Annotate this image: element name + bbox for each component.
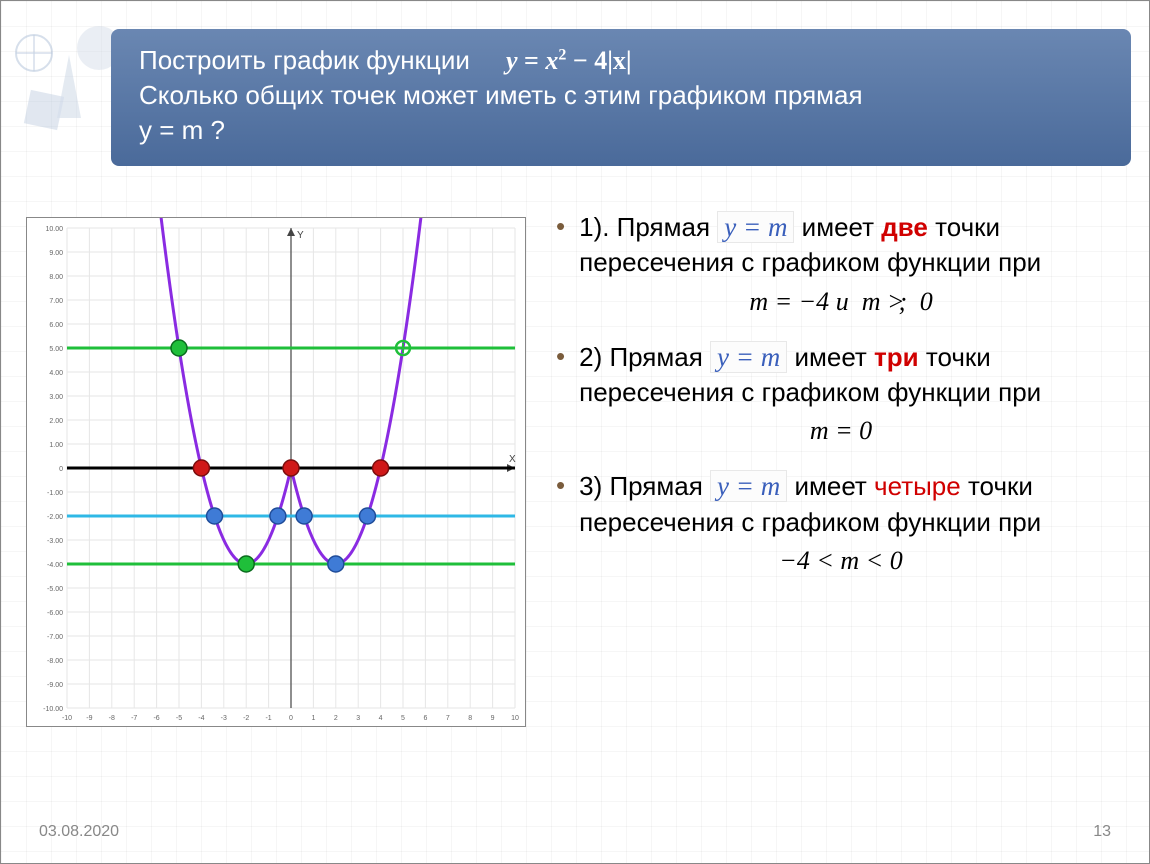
svg-text:-7.00: -7.00 [47, 634, 63, 641]
svg-text:-7: -7 [131, 715, 137, 722]
footer-date: 03.08.2020 [39, 823, 119, 841]
svg-text:-4.00: -4.00 [47, 562, 63, 569]
svg-text:-2.00: -2.00 [47, 514, 63, 521]
bullet-item: • 3) Прямая y = m имеет четыре точки пере… [556, 468, 1126, 540]
svg-text:-5: -5 [176, 715, 182, 722]
svg-text:-9.00: -9.00 [47, 682, 63, 689]
formula-block: m = 0 [556, 416, 1126, 446]
svg-text:0: 0 [289, 715, 293, 722]
svg-text:4.00: 4.00 [49, 370, 63, 377]
svg-text:-6: -6 [153, 715, 159, 722]
svg-text:3.00: 3.00 [49, 394, 63, 401]
bullet-text: 2) Прямая y = m имеет три точки пересече… [579, 339, 1126, 411]
svg-text:4: 4 [379, 715, 383, 722]
formula-block: −4 < m < 0 [556, 546, 1126, 576]
formula-block: m = −4 u m >; 0 [556, 287, 1126, 317]
svg-text:9: 9 [491, 715, 495, 722]
bullet-item: • 1). Прямая y = m имеет две точки пересе… [556, 209, 1126, 281]
svg-text:5: 5 [401, 715, 405, 722]
svg-text:-4: -4 [198, 715, 204, 722]
title-line2: Сколько общих точек может иметь с этим г… [139, 78, 1103, 113]
svg-text:Y: Y [297, 230, 304, 241]
svg-text:5.00: 5.00 [49, 346, 63, 353]
chart: Y X -10.00 -9.00 -8.00 -7.00 -6.00 -5.00 -4.00 -3… [26, 217, 526, 727]
svg-text:-3.00: -3.00 [47, 538, 63, 545]
svg-text:2: 2 [334, 715, 338, 722]
svg-text:-6.00: -6.00 [47, 610, 63, 617]
svg-text:1: 1 [311, 715, 315, 722]
title-line3: y = m ? [139, 113, 1103, 148]
svg-text:-10: -10 [62, 715, 72, 722]
content-area: • 1). Прямая y = m имеет две точки пересе… [556, 209, 1126, 598]
svg-text:7.00: 7.00 [49, 298, 63, 305]
svg-text:6: 6 [423, 715, 427, 722]
svg-text:2.00: 2.00 [49, 418, 63, 425]
svg-text:-1.00: -1.00 [47, 490, 63, 497]
title-box: Построить график функции y = x2 − 4|x| С… [111, 29, 1131, 166]
svg-text:-8: -8 [109, 715, 115, 722]
title-line1-pre: Построить график функции [139, 45, 470, 75]
svg-text:-2: -2 [243, 715, 249, 722]
svg-text:-5.00: -5.00 [47, 586, 63, 593]
svg-text:1.00: 1.00 [49, 442, 63, 449]
svg-text:8.00: 8.00 [49, 274, 63, 281]
bullet-text: 1). Прямая y = m имеет две точки пересеч… [579, 209, 1126, 281]
title-formula: y = x2 − 4|x| [506, 46, 632, 75]
svg-text:-3: -3 [221, 715, 227, 722]
svg-text:6.00: 6.00 [49, 322, 63, 329]
slide: Построить график функции y = x2 − 4|x| С… [0, 0, 1150, 864]
bullet-mark: • [556, 343, 565, 369]
svg-text:9.00: 9.00 [49, 250, 63, 257]
svg-text:0: 0 [59, 466, 63, 473]
bullet-mark: • [556, 213, 565, 239]
svg-text:-9: -9 [86, 715, 92, 722]
svg-text:X: X [509, 454, 516, 465]
footer-page: 13 [1093, 823, 1111, 841]
svg-text:7: 7 [446, 715, 450, 722]
svg-text:-10.00: -10.00 [43, 706, 63, 713]
bullet-mark: • [556, 472, 565, 498]
bullet-text: 3) Прямая y = m имеет четыре точки перес… [579, 468, 1126, 540]
svg-text:-8.00: -8.00 [47, 658, 63, 665]
svg-text:10: 10 [511, 715, 519, 722]
svg-text:3: 3 [356, 715, 360, 722]
svg-text:8: 8 [468, 715, 472, 722]
bullet-item: • 2) Прямая y = m имеет три точки пересеч… [556, 339, 1126, 411]
svg-text:-1: -1 [265, 715, 271, 722]
svg-text:10.00: 10.00 [45, 226, 63, 233]
